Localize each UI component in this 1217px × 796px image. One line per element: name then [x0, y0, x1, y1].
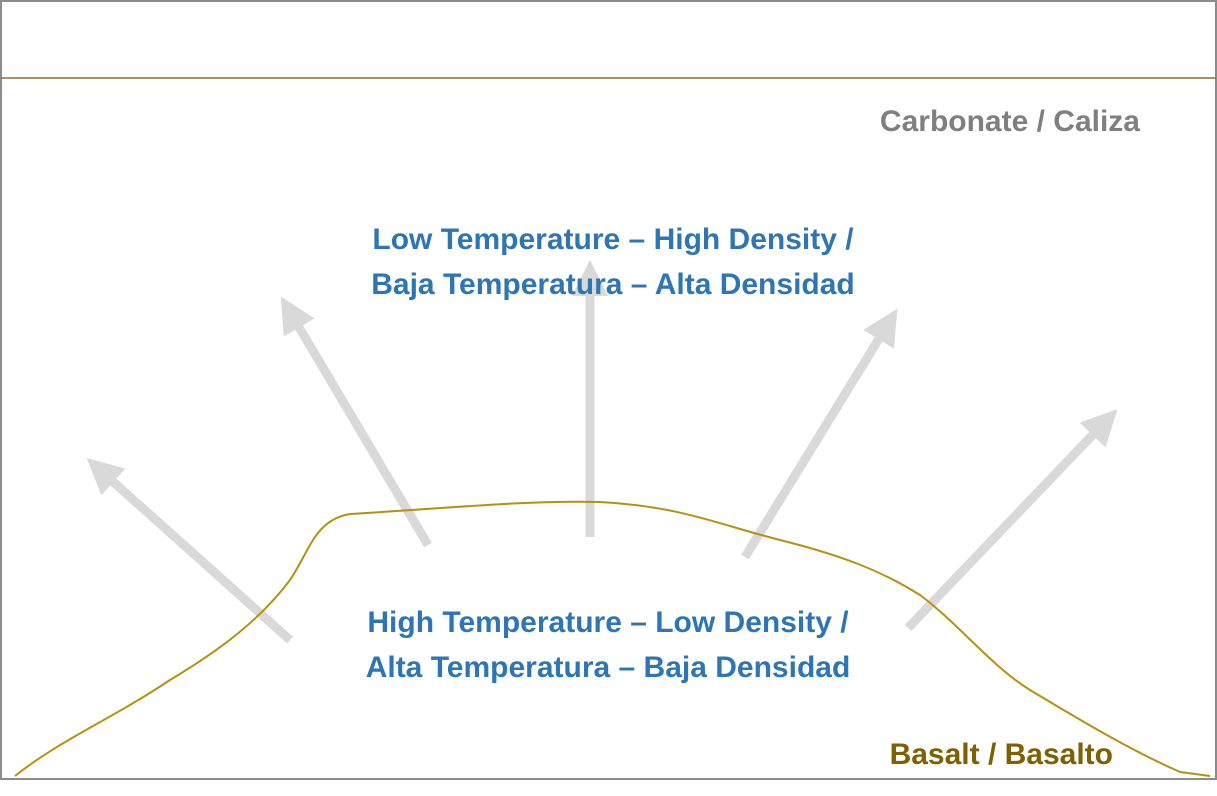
bottom-label: Basalt / Basalto [890, 738, 1113, 771]
arrow [86, 457, 294, 644]
basalt-boundary [14, 500, 1211, 777]
arrow [280, 296, 432, 548]
arrow [741, 308, 898, 560]
arrow [904, 408, 1118, 632]
region-label: High Temperature – Low Density / [367, 606, 849, 639]
frame [0, 0, 1217, 780]
top-label: Carbonate / Caliza [880, 105, 1140, 138]
region-label: Alta Temperatura – Baja Densidad [366, 651, 851, 684]
arrows [86, 260, 1118, 644]
region-label: Low Temperature – High Density / [372, 223, 854, 256]
region-label: Baja Temperatura – Alta Densidad [371, 268, 855, 301]
